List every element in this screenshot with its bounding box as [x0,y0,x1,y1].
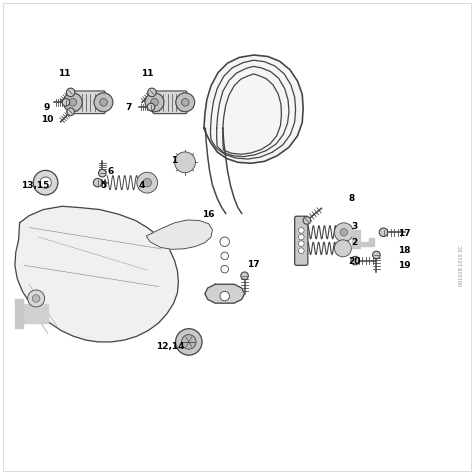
Polygon shape [205,284,245,303]
Polygon shape [146,220,212,249]
Circle shape [100,99,107,106]
Circle shape [241,272,248,280]
Polygon shape [23,304,48,323]
Text: 19: 19 [399,261,411,270]
Polygon shape [361,238,374,246]
Circle shape [299,241,304,246]
Circle shape [299,248,304,254]
Text: 7: 7 [125,102,131,111]
Text: 3: 3 [351,222,357,231]
Circle shape [27,290,45,307]
Circle shape [334,240,351,257]
Text: 6: 6 [107,167,113,176]
Circle shape [94,93,113,112]
Circle shape [303,217,311,224]
Circle shape [176,93,195,112]
Circle shape [351,256,359,265]
Circle shape [64,93,82,112]
Text: 9: 9 [44,102,50,111]
Circle shape [182,335,196,349]
Circle shape [340,228,347,236]
Circle shape [66,88,75,97]
Circle shape [147,103,155,111]
Circle shape [175,328,202,355]
Text: 13,15: 13,15 [20,181,49,190]
Text: 17: 17 [399,229,411,238]
Circle shape [148,88,156,97]
Circle shape [32,295,40,302]
Circle shape [93,178,102,187]
Circle shape [299,234,304,240]
Text: 001018 1015 SC: 001018 1015 SC [459,245,464,286]
Circle shape [69,99,76,106]
Circle shape [182,99,189,106]
Polygon shape [15,300,23,328]
Polygon shape [352,230,360,248]
Circle shape [220,292,229,301]
Polygon shape [204,55,303,163]
FancyBboxPatch shape [71,91,105,114]
Circle shape [40,177,51,188]
Text: 2: 2 [351,238,357,247]
Circle shape [299,228,304,233]
Circle shape [373,251,380,259]
Circle shape [67,108,74,116]
Circle shape [220,237,229,246]
Text: 8: 8 [348,194,355,203]
Circle shape [143,178,152,187]
Circle shape [379,228,388,237]
Circle shape [33,170,58,195]
Circle shape [221,252,228,260]
FancyBboxPatch shape [153,91,187,114]
Text: 5: 5 [100,181,107,190]
Polygon shape [15,206,178,342]
Circle shape [145,93,164,112]
Circle shape [174,152,195,173]
Circle shape [221,265,228,273]
Circle shape [137,172,157,193]
Text: 17: 17 [247,260,260,269]
Text: 11: 11 [141,70,154,79]
Text: 20: 20 [348,257,360,266]
Circle shape [62,99,70,106]
Text: 18: 18 [399,246,411,255]
Circle shape [151,99,158,106]
Text: 12,14: 12,14 [155,342,184,351]
FancyBboxPatch shape [295,216,308,265]
Circle shape [334,223,353,242]
Circle shape [99,169,106,177]
Text: 11: 11 [58,70,71,79]
Text: 4: 4 [138,181,145,190]
Text: 10: 10 [41,115,53,124]
Text: 1: 1 [172,156,178,165]
Text: 16: 16 [202,210,215,219]
